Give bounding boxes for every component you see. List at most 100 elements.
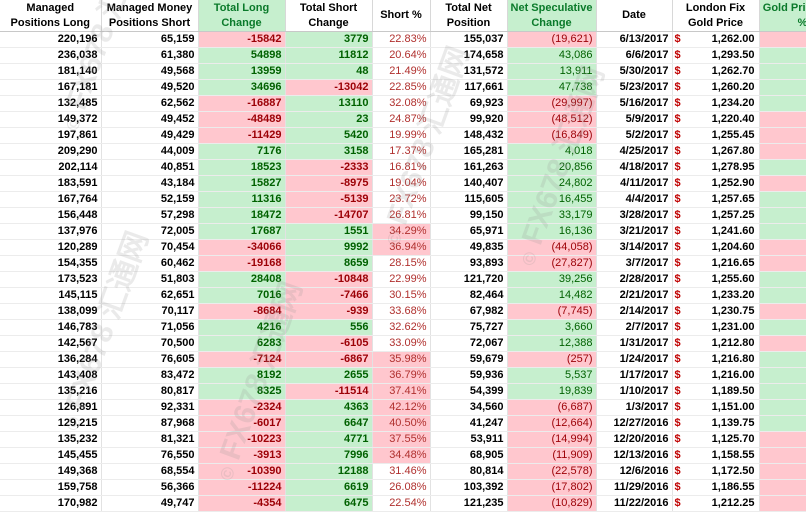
cell-managed-short: 70,454 <box>101 239 199 256</box>
currency-symbol: $ <box>674 241 681 253</box>
cell-short-pct: 28.15% <box>372 255 431 272</box>
cell-total-net: 41,247 <box>430 415 508 432</box>
cell-london-fix: $1,231.00 <box>672 319 760 336</box>
cell-net-spec-change: 14,482 <box>507 287 597 304</box>
currency-symbol: $ <box>674 449 681 461</box>
cell-short-pct: 31.46% <box>372 463 431 480</box>
cell-managed-long: 136,284 <box>0 351 102 368</box>
gold-price-value: 1,212.25 <box>711 497 755 509</box>
gold-price-value: 1,262.00 <box>711 33 755 45</box>
cell-date: 1/10/2017 <box>596 383 673 400</box>
cell-gold-chg: -1.20% <box>759 495 806 512</box>
gold-price-value: 1,234.20 <box>711 97 755 109</box>
currency-symbol: $ <box>674 289 681 301</box>
cell-london-fix: $1,234.20 <box>672 95 760 112</box>
cell-managed-long: 220,196 <box>0 31 102 48</box>
currency-symbol: $ <box>674 49 681 61</box>
cell-managed-short: 76,550 <box>101 447 199 464</box>
table-body: 220,196 65,159 -15842 3779 22.83% 155,037 (19,… <box>0 31 806 512</box>
table-row: 183,591 43,184 15827 -8975 19.04% 140,407 24,8… <box>0 175 806 192</box>
col-net-spec-change: Net Speculative Change <box>507 0 597 32</box>
cell-short-pct: 36.79% <box>372 367 431 384</box>
cell-date: 2/7/2017 <box>596 319 673 336</box>
cell-total-long-change: -10223 <box>198 431 286 448</box>
cell-managed-short: 81,321 <box>101 431 199 448</box>
cell-managed-short: 62,562 <box>101 95 199 112</box>
cell-total-short-change: -2333 <box>285 159 373 176</box>
cell-london-fix: $1,151.00 <box>672 399 760 416</box>
cell-date: 2/21/2017 <box>596 287 673 304</box>
currency-symbol: $ <box>674 129 681 141</box>
col-london-fix: London Fix Gold Price <box>672 0 760 32</box>
cell-london-fix: $1,233.20 <box>672 287 760 304</box>
cell-total-short-change: -10848 <box>285 271 373 288</box>
currency-symbol: $ <box>674 481 681 493</box>
table-row: 159,758 56,366 -11224 6619 26.08% 103,392 (17,… <box>0 479 806 496</box>
gold-price-value: 1,257.25 <box>711 209 755 221</box>
gold-price-value: 1,216.65 <box>711 257 755 269</box>
cell-total-long-change: 6283 <box>198 335 286 352</box>
cell-total-long-change: -15842 <box>198 31 286 48</box>
col-short-pct: Short % <box>372 0 431 32</box>
table-row: 154,355 60,462 -19168 8659 28.15% 93,893 (27,8… <box>0 255 806 272</box>
cell-total-net: 54,399 <box>430 383 508 400</box>
cell-total-net: 59,936 <box>430 367 508 384</box>
cell-gold-chg: -0.99% <box>759 239 806 256</box>
cell-london-fix: $1,220.40 <box>672 111 760 128</box>
cell-date: 1/24/2017 <box>596 351 673 368</box>
cell-managed-short: 68,554 <box>101 463 199 480</box>
cell-managed-short: 60,462 <box>101 255 199 272</box>
cell-short-pct: 23.72% <box>372 191 431 208</box>
cell-gold-chg: -2.12% <box>759 479 806 496</box>
table-row: 220,196 65,159 -15842 3779 22.83% 155,037 (19,… <box>0 31 806 48</box>
cell-net-spec-change: (6,687) <box>507 399 597 416</box>
header-row: Managed Positions Long Managed Money Pos… <box>0 0 806 32</box>
cell-total-short-change: 7996 <box>285 447 373 464</box>
cell-total-short-change: -939 <box>285 303 373 320</box>
cell-date: 1/17/2017 <box>596 367 673 384</box>
gold-price-value: 1,186.55 <box>711 481 755 493</box>
cell-total-short-change: -14707 <box>285 207 373 224</box>
currency-symbol: $ <box>674 273 681 285</box>
cell-total-long-change: -3913 <box>198 447 286 464</box>
currency-symbol: $ <box>674 369 681 381</box>
gold-price-value: 1,230.75 <box>711 305 755 317</box>
table-row: 197,861 49,429 -11429 5420 19.99% 148,432 (16,… <box>0 127 806 144</box>
cell-total-short-change: 6647 <box>285 415 373 432</box>
table-row: 181,140 49,568 13959 48 21.49% 131,572 13,911 5… <box>0 63 806 80</box>
cell-total-long-change: -6017 <box>198 415 286 432</box>
cell-london-fix: $1,189.50 <box>672 383 760 400</box>
cell-date: 6/6/2017 <box>596 47 673 64</box>
table-row: 170,982 49,747 -4354 6475 22.54% 121,235 (10,8… <box>0 495 806 512</box>
cell-total-short-change: 5420 <box>285 127 373 144</box>
cell-net-spec-change: 20,856 <box>507 159 597 176</box>
cell-total-net: 72,067 <box>430 335 508 352</box>
cell-gold-chg: -1.19% <box>759 447 806 464</box>
cell-short-pct: 19.04% <box>372 175 431 192</box>
cell-short-pct: 22.83% <box>372 31 431 48</box>
cell-gold-chg: 1.26% <box>759 207 806 224</box>
cell-gold-chg: -2.44% <box>759 31 806 48</box>
cell-total-long-change: 11316 <box>198 191 286 208</box>
cell-short-pct: 17.37% <box>372 143 431 160</box>
cell-managed-long: 181,140 <box>0 63 102 80</box>
cell-date: 4/18/2017 <box>596 159 673 176</box>
gold-price-value: 1,139.75 <box>711 417 755 429</box>
cell-net-spec-change: (7,745) <box>507 303 597 320</box>
cell-gold-chg: 0.06% <box>759 351 806 368</box>
table-row: 149,372 49,452 -48489 23 24.87% 99,920 (48,512… <box>0 111 806 128</box>
cell-total-long-change: -11429 <box>198 127 286 144</box>
gold-price-value: 1,255.60 <box>711 273 755 285</box>
cell-total-net: 53,911 <box>430 431 508 448</box>
currency-symbol: $ <box>674 401 681 413</box>
cell-total-net: 131,572 <box>430 63 508 80</box>
cell-net-spec-change: (11,909) <box>507 447 597 464</box>
cell-london-fix: $1,257.25 <box>672 207 760 224</box>
gold-price-value: 1,241.60 <box>711 225 755 237</box>
cell-short-pct: 24.87% <box>372 111 431 128</box>
cell-total-net: 140,407 <box>430 175 508 192</box>
cell-managed-long: 167,181 <box>0 79 102 96</box>
gold-price-value: 1,278.95 <box>711 161 755 173</box>
currency-symbol: $ <box>674 417 681 429</box>
cell-london-fix: $1,257.65 <box>672 191 760 208</box>
